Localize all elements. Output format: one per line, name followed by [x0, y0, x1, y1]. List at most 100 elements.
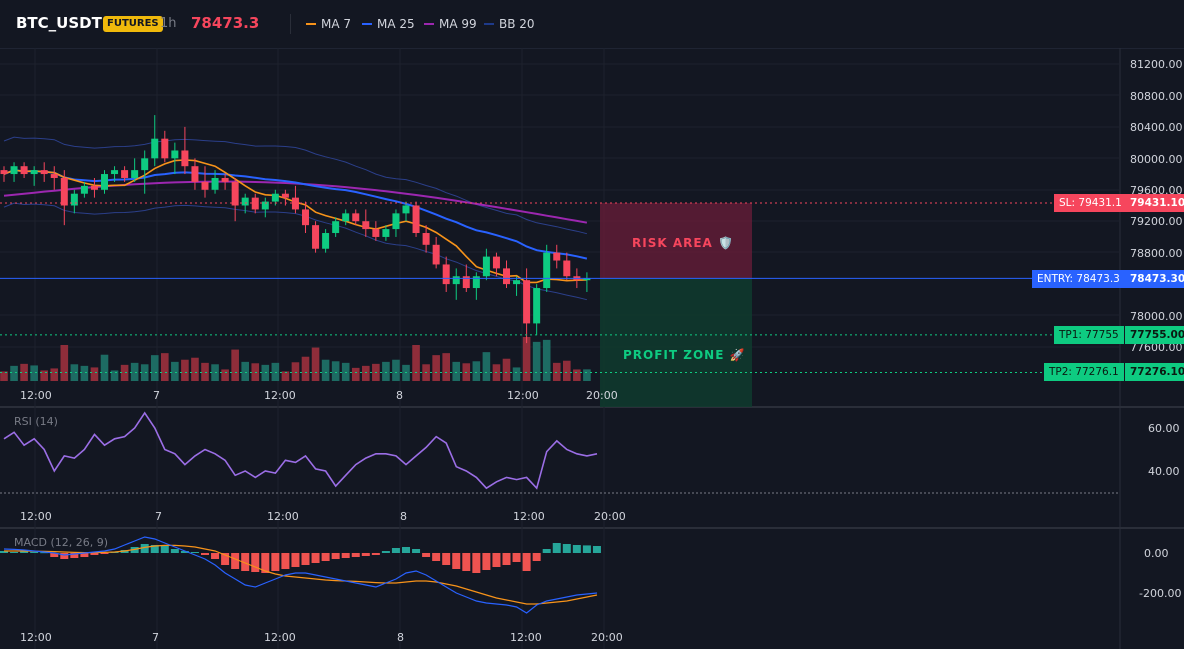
candle-body [131, 170, 139, 178]
candle-body [40, 170, 48, 175]
macd-histogram-bar [432, 553, 441, 561]
rsi-label[interactable]: RSI (14) [14, 415, 58, 428]
macd-histogram-bar [180, 551, 189, 553]
macd-time-tick: 12:00 [510, 631, 542, 644]
macd-histogram-bar [552, 543, 561, 553]
macd-histogram-bar [70, 553, 79, 558]
volume-bar [392, 359, 400, 381]
macd-histogram-bar [582, 545, 591, 553]
macd-histogram-bar [391, 548, 400, 553]
macd-histogram-bar [592, 546, 601, 553]
candle-body [121, 170, 129, 178]
macd-histogram-bar [190, 552, 199, 553]
candle-body [30, 170, 38, 175]
macd-histogram-bar [542, 549, 551, 553]
time-tick: 12:00 [264, 389, 296, 402]
rsi-time-tick: 8 [400, 510, 407, 523]
macd-time-tick: 8 [397, 631, 404, 644]
macd-histogram-bar [452, 553, 461, 569]
candle-body [402, 205, 410, 214]
candle-body [171, 150, 179, 159]
candle-body [80, 185, 88, 194]
candle-body [422, 233, 430, 245]
candle-body [50, 174, 58, 178]
candle-body [513, 280, 521, 285]
price-tick: 77600.00 [1130, 341, 1183, 354]
volume-bar [512, 367, 521, 381]
volume-bar [341, 362, 350, 381]
volume-bar [362, 365, 370, 381]
candle-body [151, 138, 159, 159]
tp1-price-tag: 77755.00 [1125, 326, 1184, 344]
candle-body [302, 209, 309, 226]
volume-bar [301, 356, 310, 381]
macd-histogram-bar [251, 553, 260, 572]
macd-histogram-bar [361, 553, 370, 556]
interval-label[interactable]: 1h [160, 16, 177, 31]
candle-body [503, 268, 510, 285]
candle-body [60, 177, 68, 206]
macd-histogram-bar [572, 545, 581, 553]
price-tick: 79600.00 [1130, 184, 1183, 197]
candle-body [492, 256, 500, 269]
futures-badge: FUTURES [103, 16, 163, 32]
macd-histogram-bar [492, 553, 501, 567]
macd-histogram-bar [311, 553, 320, 563]
volume-bar [452, 361, 461, 381]
rsi-pane [3, 411, 598, 490]
volume-bar [100, 354, 109, 381]
macd-histogram-bar [402, 547, 410, 553]
candle-body [482, 256, 490, 277]
legend-ma7[interactable]: MA 7 [306, 17, 351, 31]
legend-ma25-label: MA 25 [377, 17, 415, 31]
price-tick: 79200.00 [1130, 215, 1183, 228]
candle-body [432, 244, 440, 265]
macd-histogram-bar [522, 553, 531, 571]
tp2-tag[interactable]: TP2: 77276.1 [1044, 363, 1124, 381]
legend-ma7-label: MA 7 [321, 17, 352, 31]
ma25-swatch [362, 23, 372, 25]
macd-label[interactable]: MACD (12, 26, 9) [14, 536, 109, 549]
sl-tag[interactable]: SL: 79431.1 [1054, 194, 1127, 212]
candle-body [342, 213, 350, 222]
ma7-swatch [306, 23, 316, 25]
macd-histogram-bar [412, 549, 421, 553]
candlesticks [0, 115, 591, 344]
volume-bar [412, 345, 420, 381]
trade-levels [0, 202, 1120, 373]
volume-bar [291, 362, 300, 381]
volume-bar [432, 355, 440, 381]
candle-body [312, 225, 320, 249]
candle-body [583, 278, 591, 281]
macd-histogram-bar [0, 551, 8, 553]
legend-ma25[interactable]: MA 25 [362, 17, 415, 31]
macd-histogram-bar [10, 552, 19, 553]
bb-upper-line [3, 136, 588, 235]
macd-histogram-bar [462, 553, 471, 571]
macd-time-tick: 7 [152, 631, 159, 644]
volume-bar [552, 362, 561, 381]
macd-histogram-bar [321, 553, 330, 561]
legend-bb20[interactable]: BB 20 [484, 17, 535, 31]
trade-zones [600, 203, 752, 407]
volume-bar [241, 361, 249, 381]
volume-bar [442, 353, 450, 381]
entry-tag[interactable]: ENTRY: 78473.3 [1032, 270, 1125, 288]
legend-ma99[interactable]: MA 99 [424, 17, 477, 31]
candle-body [281, 193, 289, 198]
rsi-time-tick: 20:00 [594, 510, 626, 523]
candle-body [20, 166, 28, 175]
volume-bar [171, 361, 179, 381]
symbol-name[interactable]: BTC_USDT [16, 14, 102, 32]
tp1-tag[interactable]: TP1: 77755 [1054, 326, 1124, 344]
risk-area-label: RISK AREA 🛡️ [632, 236, 734, 250]
macd-time-tick: 12:00 [20, 631, 52, 644]
macd-time-tick: 20:00 [591, 631, 623, 644]
candle-body [10, 166, 18, 175]
candle-body [90, 185, 98, 190]
price-tick: 81200.00 [1130, 58, 1183, 71]
macd-histogram-bar [140, 544, 149, 553]
macd-histogram-bar [381, 551, 390, 553]
candle-body [70, 193, 78, 206]
